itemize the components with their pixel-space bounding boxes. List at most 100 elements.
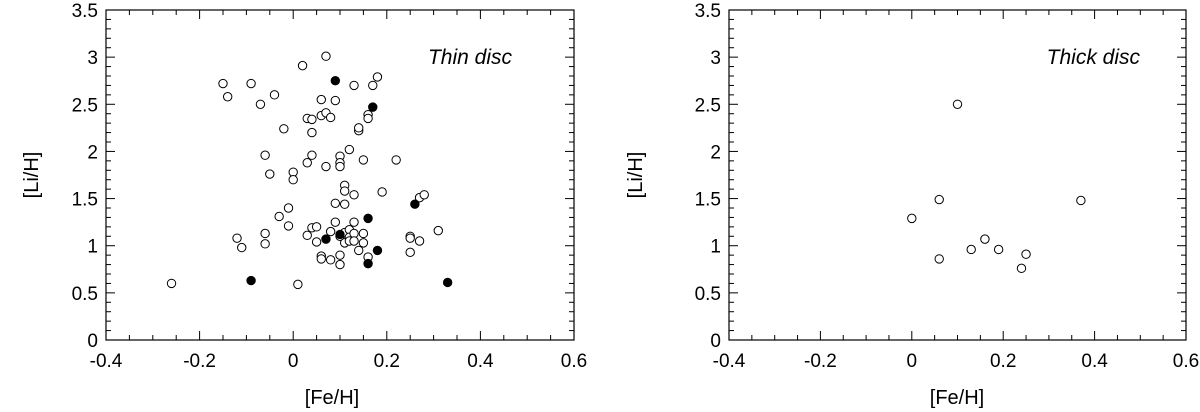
data-point-filled: [246, 275, 256, 286]
data-point-open: [349, 190, 359, 200]
data-points: [166, 51, 453, 290]
x-tick-label: -0.4: [90, 351, 123, 372]
data-point-open: [237, 242, 247, 253]
y-tick-label: 3.5: [72, 1, 98, 22]
y-tick-label: 3.5: [695, 1, 721, 22]
data-point-open: [316, 254, 326, 264]
data-point-open: [349, 217, 359, 227]
data-point-open: [339, 186, 350, 196]
y-tick-label: 0.5: [695, 284, 721, 305]
y-ticks: 0 0.5 1 1.5 2 2.5 3 3.5: [695, 1, 1186, 352]
data-point-open: [283, 203, 294, 213]
data-point-filled: [363, 213, 373, 224]
data-point-open: [354, 123, 364, 133]
x-ticks: -0.4 -0.2 0 0.2 0.4 0.6: [90, 10, 587, 372]
data-point-open: [419, 190, 429, 200]
y-tick-label: 0.5: [72, 284, 98, 305]
y-ticks: 0 0.5 1 1.5 2 2.5 3 3.5: [72, 1, 574, 352]
data-point-open: [279, 124, 289, 134]
y-tick-label: 3: [87, 48, 98, 69]
data-point-open: [302, 158, 312, 168]
data-point-filled: [321, 234, 331, 244]
data-point-open: [232, 233, 242, 243]
y-axis-label: [Li/H]: [625, 152, 647, 199]
data-point-open: [307, 114, 317, 125]
y-tick-label: 0: [87, 331, 98, 352]
data-point-open: [260, 150, 270, 160]
data-point-open: [934, 254, 944, 264]
x-tick-label: 0.2: [990, 351, 1016, 372]
data-point-open: [1021, 249, 1031, 259]
data-point-open: [907, 213, 917, 224]
data-point-open: [255, 99, 266, 109]
data-point-open: [349, 236, 359, 246]
data-point-open: [330, 95, 341, 106]
data-point-open: [993, 244, 1004, 255]
data-point-open: [372, 72, 383, 82]
data-point-filled: [335, 229, 345, 240]
data-point-open: [166, 278, 177, 289]
data-point-open: [311, 222, 322, 232]
data-point-open: [302, 230, 312, 241]
data-point-open: [307, 150, 317, 160]
data-point-open: [368, 80, 378, 91]
y-tick-label: 1: [87, 237, 98, 258]
y-axis-label: [Li/H]: [21, 152, 43, 199]
x-tick-label: 0.2: [374, 351, 400, 372]
data-point-open: [335, 259, 345, 270]
data-point-open: [316, 94, 326, 105]
x-tick-label: -0.2: [804, 351, 837, 372]
data-point-open: [330, 217, 341, 227]
data-point-open: [218, 78, 228, 89]
data-point-open: [297, 60, 308, 71]
data-point-filled: [368, 102, 378, 112]
data-point-open: [1016, 263, 1027, 274]
data-point-open: [325, 226, 336, 237]
data-point-filled: [372, 245, 383, 256]
data-point-filled: [442, 277, 453, 288]
data-point-open: [934, 194, 944, 205]
panel-thick-disc: Thick disc [Fe/H] [Li/H] -0.4 -0.2 0 0.2 0.4…: [625, 1, 1199, 409]
x-tick-label: 0: [907, 351, 918, 372]
data-point-open: [391, 155, 401, 165]
data-point-open: [405, 247, 415, 258]
data-point-open: [358, 238, 369, 248]
data-point-open: [311, 237, 322, 247]
data-point-open: [330, 198, 341, 208]
y-tick-label: 2: [87, 142, 98, 163]
panel-title: Thin disc: [428, 46, 513, 69]
data-point-open: [321, 161, 331, 172]
x-tick-label: 0: [288, 351, 299, 372]
x-tick-label: -0.4: [713, 351, 746, 372]
data-point-open: [349, 80, 359, 91]
x-ticks: -0.4 -0.2 0 0.2 0.4 0.6: [713, 10, 1199, 372]
x-tick-label: 0.6: [1173, 351, 1199, 372]
y-tick-label: 0: [710, 331, 721, 352]
data-point-open: [414, 236, 425, 246]
y-tick-label: 2.5: [72, 95, 98, 116]
data-point-open: [358, 228, 369, 239]
data-point-open: [260, 239, 270, 249]
panel-thin-disc: Thin disc [Fe/H] [Li/H] -0.4 -0.2 0 0.2 0.4 0…: [21, 1, 587, 409]
panel-title: Thick disc: [1047, 46, 1141, 69]
x-tick-label: 0.6: [561, 351, 587, 372]
data-point-open: [260, 228, 270, 239]
x-axis-label: [Fe/H]: [305, 387, 359, 409]
data-points: [907, 99, 1086, 274]
data-point-open: [246, 78, 256, 89]
data-point-open: [952, 99, 963, 109]
data-point-open: [265, 169, 275, 179]
y-tick-label: 2: [710, 142, 721, 163]
x-axis-label: [Fe/H]: [930, 387, 984, 409]
data-point-open: [269, 90, 280, 100]
y-tick-label: 1: [710, 237, 721, 258]
data-point-open: [288, 175, 298, 185]
data-point-open: [335, 161, 345, 172]
data-point-open: [283, 221, 294, 231]
data-point-open: [321, 51, 331, 61]
data-point-filled: [410, 199, 420, 209]
data-point-open: [335, 250, 345, 260]
data-point-open: [1076, 195, 1086, 206]
